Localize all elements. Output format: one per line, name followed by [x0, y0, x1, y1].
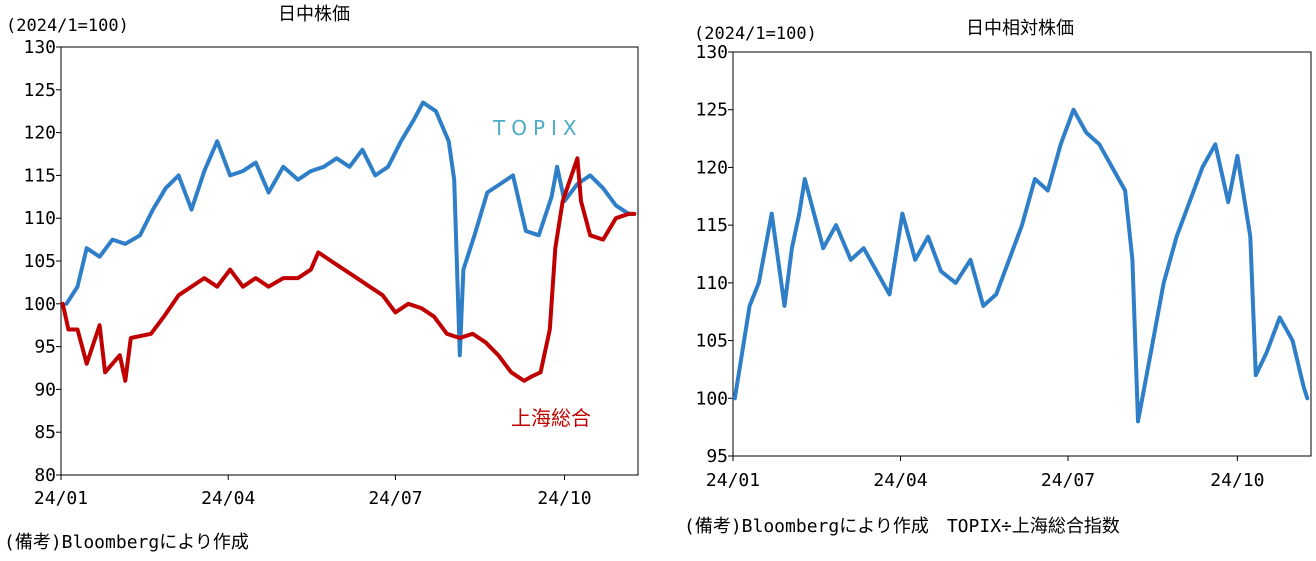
y-tick-label: 125 [23, 80, 56, 101]
y-tick-label: 115 [23, 165, 56, 186]
right-plot-area [732, 51, 1312, 457]
x-tick-label: 24/10 [537, 488, 591, 509]
series-label-shanghai: 上海総合 [511, 406, 591, 430]
left-unit-label: (2024/1=100) [6, 16, 129, 36]
y-tick-label: 105 [23, 251, 56, 272]
y-tick-label: 125 [695, 100, 728, 121]
left-chart-title: 日中株価 [278, 4, 350, 25]
x-tick-label: 24/01 [34, 488, 88, 509]
right-chart-title: 日中相対株価 [966, 18, 1074, 39]
right-chart: 日中相対株価 (2024/1=100) 95 100 105 110 115 120 125… [694, 18, 1312, 491]
x-tick-label: 24/04 [201, 488, 255, 509]
left-source-note: (備考)Bloombergにより作成 [4, 532, 249, 553]
right-unit-label: (2024/1=100) [694, 24, 817, 44]
right-series-group [732, 107, 1310, 424]
y-tick-label: 85 [34, 422, 56, 443]
x-tick-label: 24/01 [706, 470, 760, 491]
x-tick-label: 24/04 [873, 470, 927, 491]
y-tick-label: 80 [34, 465, 56, 486]
right-y-axis: 95 100 105 110 115 120 125 130 [695, 42, 733, 467]
y-tick-label: 100 [23, 294, 56, 315]
y-tick-label: 110 [23, 208, 56, 229]
series-line-shanghai [60, 156, 637, 383]
right-x-axis: 24/01 24/04 24/07 24/10 [706, 456, 1264, 491]
x-tick-label: 24/10 [1210, 470, 1264, 491]
y-tick-label: 95 [34, 337, 56, 358]
right-chart-panel: 日中相対株価 (2024/1=100) 95 100 105 110 115 120 125… [650, 0, 1316, 561]
series-line-relative [732, 107, 1310, 424]
left-series-group [60, 100, 637, 383]
series-line-topix [64, 100, 637, 358]
y-tick-label: 95 [706, 446, 728, 467]
left-chart: 日中株価 (2024/1=100) 80 85 90 95 100 105 110 115 12… [6, 4, 639, 509]
y-tick-label: 105 [695, 331, 728, 352]
left-chart-panel: 日中株価 (2024/1=100) 80 85 90 95 100 105 110 115 12… [0, 0, 650, 561]
y-tick-label: 100 [695, 388, 728, 409]
y-tick-label: 115 [695, 215, 728, 236]
x-tick-label: 24/07 [1041, 470, 1095, 491]
left-y-axis: 80 85 90 95 100 105 110 115 120 125 130 [23, 37, 61, 486]
y-tick-label: 130 [23, 37, 56, 58]
y-tick-label: 120 [695, 157, 728, 178]
x-tick-label: 24/07 [368, 488, 422, 509]
y-tick-label: 120 [23, 123, 56, 144]
y-tick-label: 130 [695, 42, 728, 63]
right-source-note: (備考)Bloombergにより作成 TOPIX÷上海総合指数 [684, 516, 1120, 537]
series-label-topix: TOPIX [492, 116, 583, 140]
left-x-axis: 24/01 24/04 24/07 24/10 [34, 475, 592, 509]
y-tick-label: 110 [695, 273, 728, 294]
y-tick-label: 90 [34, 379, 56, 400]
